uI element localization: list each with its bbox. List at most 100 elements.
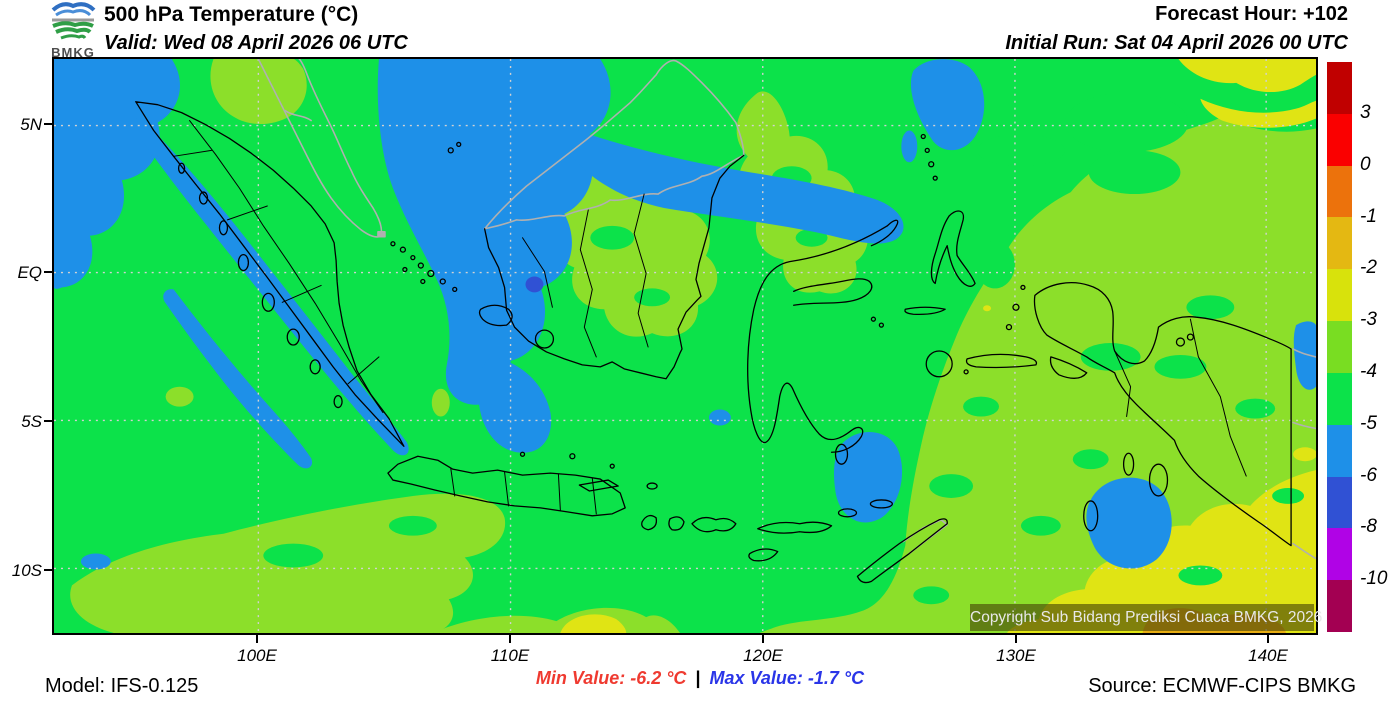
colorbar-label: -3 — [1360, 309, 1377, 330]
sulawesi-east-arm — [793, 278, 873, 306]
bomberai-peninsula — [1049, 356, 1088, 379]
seram — [965, 353, 1038, 369]
colorbar-label: -4 — [1360, 361, 1377, 382]
borders-foreign — [257, 59, 1316, 560]
kai — [1122, 452, 1135, 476]
kalimantan-coastline — [483, 154, 745, 380]
min-value: Min Value: -6.2 °C — [535, 668, 687, 688]
bmkg-logo: BMKG — [44, 1, 102, 60]
lat-label-5n: 5N — [20, 115, 42, 134]
colorbar-label: 0 — [1360, 154, 1371, 175]
kalimantan-province-lines — [522, 193, 649, 358]
thai-malay-border — [284, 109, 312, 122]
png-coast-north — [1292, 348, 1316, 358]
papua-province-lines — [1114, 318, 1247, 477]
sarawak-sabah-coast — [483, 59, 745, 230]
band-dark-blue — [525, 276, 544, 293]
colorbar-segment — [1327, 269, 1352, 322]
lat-tick — [44, 420, 52, 422]
valid-time: Valid: Wed 08 April 2026 06 UTC — [104, 32, 408, 54]
alor — [837, 508, 858, 518]
colorbar-segment — [1327, 113, 1352, 166]
flores — [757, 521, 833, 534]
max-value: Max Value: -1.7 °C — [709, 668, 865, 688]
colorbar-segment — [1327, 372, 1352, 425]
green-patches — [263, 92, 1305, 605]
lon-tick — [256, 635, 258, 643]
colorbar-label: 3 — [1360, 102, 1371, 123]
bmkg-logo-text: BMKG — [51, 45, 95, 60]
colorbar-label: -10 — [1360, 568, 1388, 589]
mentawai-islands — [177, 162, 343, 409]
minmax-line: Min Value: -6.2 °C | Max Value: -1.7 °C — [0, 668, 1400, 689]
small-islands — [447, 133, 1195, 490]
buton — [834, 443, 849, 465]
lat-label-10s: 10S — [11, 561, 42, 580]
header-left: 500 hPa Temperature (°C) Valid: Wed 08 A… — [104, 2, 408, 55]
timor — [856, 518, 948, 584]
colorbar-segment — [1327, 62, 1352, 114]
sumatra-province-lines — [173, 120, 384, 414]
lat-tick — [44, 271, 52, 273]
colorbar-segment — [1327, 217, 1352, 270]
page-title: 500 hPa Temperature (°C) — [104, 3, 359, 26]
png-coast-south — [1292, 542, 1316, 560]
source-label: Source: ECMWF-CIPS BMKG — [1088, 675, 1356, 697]
lon-label-100e: 100E — [237, 646, 277, 665]
band-blue — [54, 59, 1316, 570]
temperature-map — [54, 59, 1316, 633]
lon-label-110e: 110E — [490, 646, 530, 665]
sulawesi-north-hook — [870, 219, 899, 247]
lat-tick — [44, 123, 52, 125]
belitung — [534, 329, 555, 349]
sumbawa — [691, 516, 737, 533]
tanimbar — [1083, 500, 1099, 532]
header-right: Forecast Hour: +102 Initial Run: Sat 04 … — [1005, 2, 1348, 55]
lon-tick — [1015, 635, 1017, 643]
papua-coastline — [1033, 282, 1292, 547]
colorbar-label: -5 — [1360, 413, 1377, 434]
png-river — [1292, 421, 1316, 430]
bangka — [478, 304, 513, 327]
colorbar-label: -1 — [1360, 206, 1377, 227]
malaysia-kalimantan-border — [483, 154, 745, 230]
lon-tick — [762, 635, 764, 643]
colorbar-segment — [1327, 321, 1352, 373]
bali — [641, 514, 658, 531]
colorbar-segment — [1327, 165, 1352, 218]
colorbar — [1327, 62, 1352, 632]
colorbar-label: -6 — [1360, 465, 1377, 486]
lombok — [668, 516, 685, 531]
lat-label-eq: EQ — [17, 263, 42, 282]
lon-label-120e: 120E — [743, 646, 783, 665]
sumatra-coastline — [135, 101, 405, 447]
lon-label-140e: 140E — [1248, 646, 1288, 665]
colorbar-label: -8 — [1360, 516, 1377, 537]
model-label: Model: IFS-0.125 — [45, 675, 199, 697]
buru — [925, 350, 953, 378]
lat-tick — [44, 569, 52, 571]
colorbar-segment — [1327, 424, 1352, 477]
sulawesi-coastline — [747, 225, 889, 453]
minmax-separator: | — [695, 668, 701, 688]
colorbar-label: -2 — [1360, 257, 1377, 278]
forecast-hour: Forecast Hour: +102 — [1155, 3, 1348, 25]
riau-islands — [390, 241, 458, 293]
java-province-lines — [450, 467, 597, 515]
lat-label-5s: 5S — [21, 412, 42, 431]
sula-islands — [904, 306, 946, 316]
colorbar-segment — [1327, 528, 1352, 581]
map-panel: Copyright Sub Bidang Prediksi Cuaca BMKG… — [52, 57, 1322, 635]
copyright-overlay: Copyright Sub Bidang Prediksi Cuaca BMKG… — [970, 604, 1322, 631]
lon-label-130e: 130E — [996, 646, 1036, 665]
colorbar-segment — [1327, 580, 1352, 632]
wetar — [869, 499, 893, 509]
coastlines-indonesia — [135, 101, 1292, 584]
sumba — [748, 548, 779, 562]
madura — [578, 479, 619, 492]
lon-tick — [509, 635, 511, 643]
initial-run: Initial Run: Sat 04 April 2026 00 UTC — [1005, 32, 1348, 54]
aru — [1148, 463, 1169, 497]
halmahera-coastline — [930, 210, 976, 287]
